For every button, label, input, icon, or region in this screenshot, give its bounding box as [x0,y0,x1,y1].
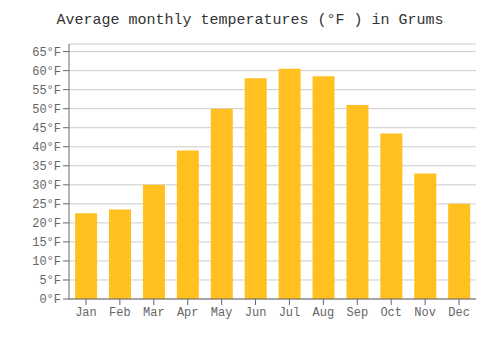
svg-text:Oct: Oct [380,306,402,320]
svg-text:Jun: Jun [245,306,267,320]
svg-text:Nov: Nov [414,306,436,320]
svg-text:55°F: 55°F [32,84,61,98]
html-text:Average monthly temperatures (: Average monthly temperatures (°F ) in Gr… [56,12,444,29]
svg-text:45°F: 45°F [32,122,61,136]
svg-text:Dec: Dec [448,306,470,320]
svg-text:Jul: Jul [279,306,301,320]
svg-text:65°F: 65°F [32,46,61,60]
svg-text:Apr: Apr [177,306,199,320]
svg-text:5°F: 5°F [39,274,61,288]
svg-text:Jan: Jan [75,306,97,320]
svg-text:Mar: Mar [143,306,165,320]
svg-text:60°F: 60°F [32,65,61,79]
svg-text:May: May [211,306,233,320]
svg-text:15°F: 15°F [32,236,61,250]
svg-text:50°F: 50°F [32,103,61,117]
svg-text:Sep: Sep [346,306,368,320]
svg-text:10°F: 10°F [32,255,61,269]
svg-text:35°F: 35°F [32,160,61,174]
svg-text:30°F: 30°F [32,179,61,193]
svg-text:25°F: 25°F [32,198,61,212]
svg-text:0°F: 0°F [39,293,61,307]
svg-text:Aug: Aug [313,306,335,320]
svg-text:20°F: 20°F [32,217,61,231]
svg-text:Feb: Feb [109,306,131,320]
svg-text:40°F: 40°F [32,141,61,155]
